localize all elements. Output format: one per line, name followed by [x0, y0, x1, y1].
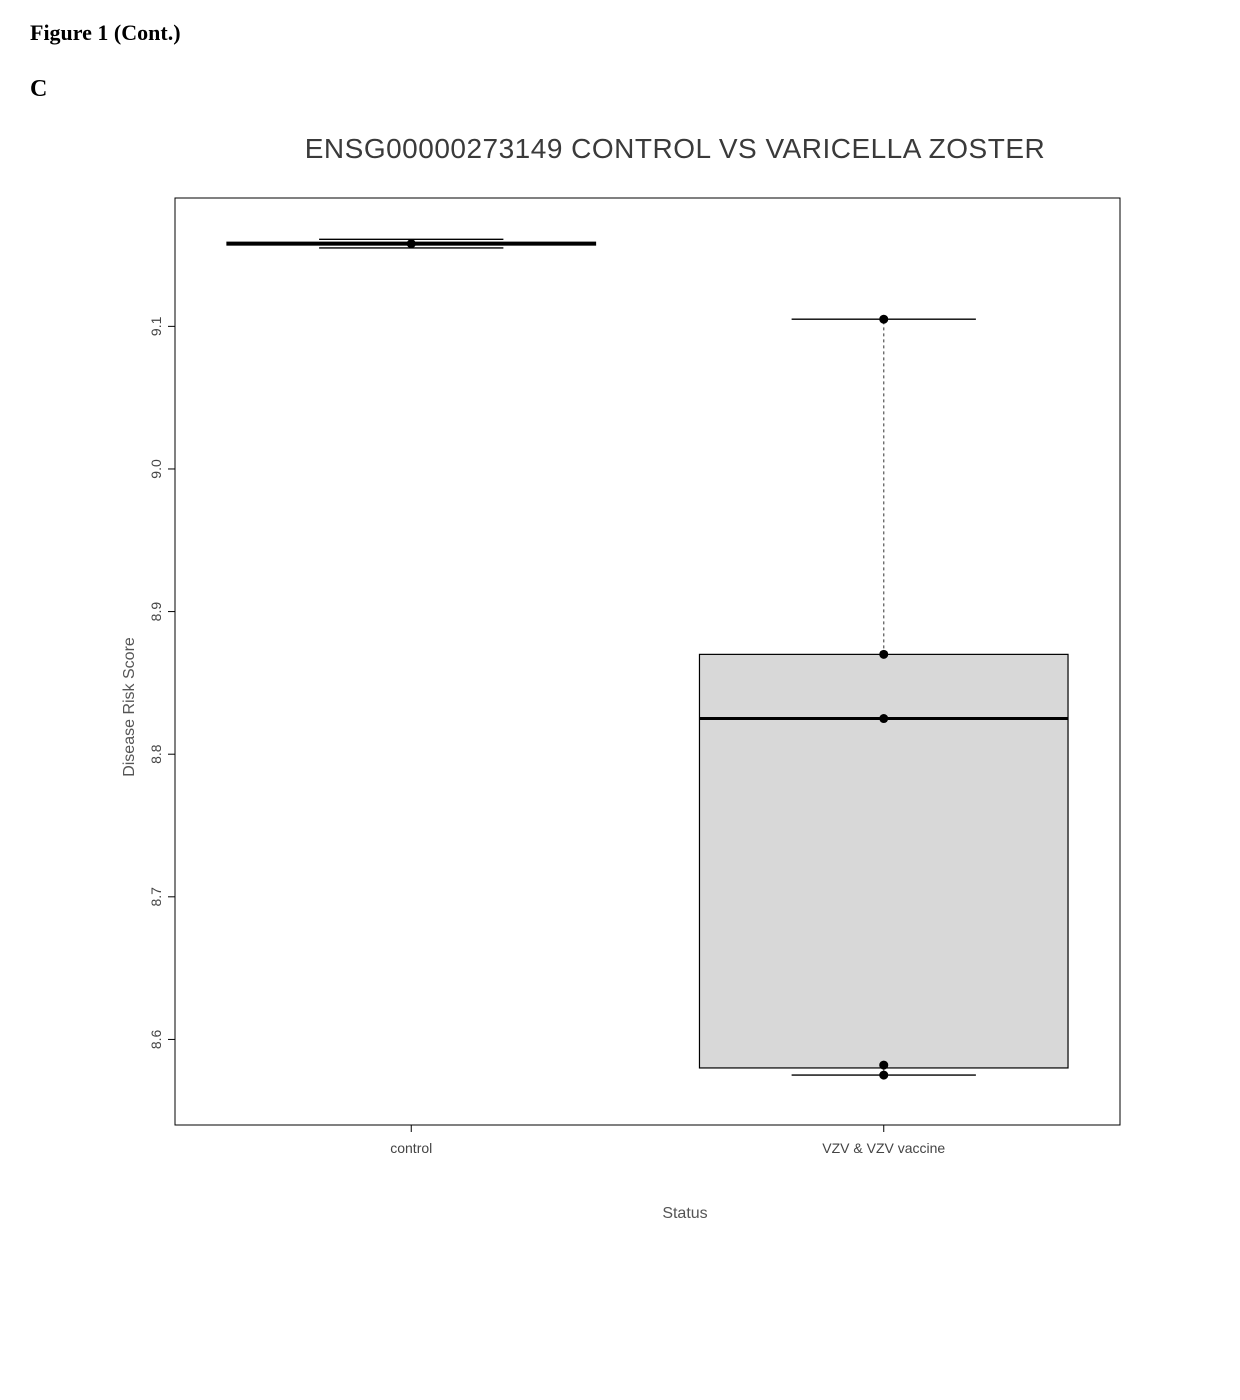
y-axis-title: Disease Risk Score	[121, 637, 139, 777]
svg-text:8.6: 8.6	[148, 1029, 164, 1049]
svg-text:VZV & VZV vaccine: VZV & VZV vaccine	[822, 1140, 945, 1156]
x-axis-title: Status	[160, 1205, 1210, 1223]
svg-text:control: control	[390, 1140, 432, 1156]
svg-text:8.7: 8.7	[148, 887, 164, 907]
svg-text:8.8: 8.8	[148, 744, 164, 764]
panel-letter: C	[30, 76, 1210, 103]
svg-text:9.1: 9.1	[148, 316, 164, 336]
svg-text:8.9: 8.9	[148, 602, 164, 622]
svg-text:9.0: 9.0	[148, 459, 164, 479]
figure-label: Figure 1 (Cont.)	[30, 20, 1210, 46]
boxplot-chart: Disease Risk Score 8.6 8.7 8.8 8.9 9.0 9.1 con…	[120, 190, 1210, 1223]
plot-svg: 8.6 8.7 8.8 8.9 9.0 9.1 control VZV & VZV vacci…	[120, 190, 1130, 1180]
chart-title: ENSG00000273149 CONTROL VS VARICELLA ZOS…	[140, 133, 1210, 165]
